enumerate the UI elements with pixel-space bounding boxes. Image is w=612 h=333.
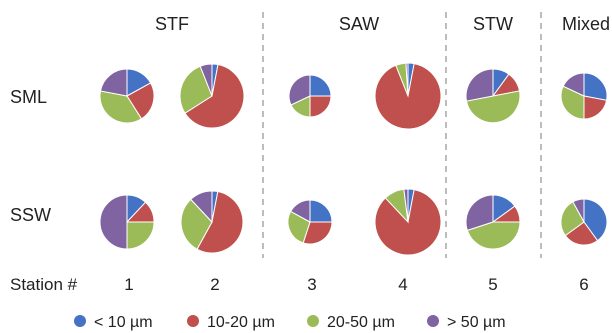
legend-label-10-20: 10-20 µm bbox=[207, 314, 275, 331]
pie-sml-station-5 bbox=[465, 68, 521, 124]
group-label-saw: SAW bbox=[339, 14, 379, 34]
pie-slice-10-20 bbox=[126, 82, 155, 120]
station-tick-label: 3 bbox=[307, 275, 316, 294]
legend: < 10 µm 10-20 µm 20-50 µm > 50 µm bbox=[74, 314, 506, 331]
pie-slice-20-50 bbox=[99, 90, 143, 124]
pie-slice-gt50 bbox=[199, 63, 213, 97]
pie-slice-gt50 bbox=[99, 194, 128, 250]
legend-swatch-20-50 bbox=[307, 315, 319, 327]
legend-swatch-lt10 bbox=[74, 315, 86, 327]
pie-ssw-station-3 bbox=[287, 199, 333, 245]
pie-slice-lt10 bbox=[583, 198, 608, 242]
pie-slice-10-20 bbox=[302, 221, 333, 245]
row-label-sml: SML bbox=[10, 87, 47, 107]
pie-slice-lt10 bbox=[583, 72, 608, 101]
pie-slice-gt50 bbox=[190, 190, 213, 224]
pie-slice-gt50 bbox=[99, 68, 128, 97]
pie-slice-lt10 bbox=[309, 199, 333, 223]
legend-label-lt10: < 10 µm bbox=[94, 314, 153, 331]
legend-swatch-10-20 bbox=[187, 315, 199, 327]
pie-slice-20-50 bbox=[179, 65, 213, 114]
pie-ssw-station-6 bbox=[560, 198, 608, 246]
row-label-ssw: SSW bbox=[10, 205, 51, 225]
pie-slice-20-50 bbox=[560, 85, 585, 120]
pie-ssw-station-2 bbox=[180, 190, 244, 254]
pie-ssw-station-4 bbox=[374, 188, 442, 256]
pie-slice-10-20 bbox=[564, 221, 599, 246]
pie-ssw-station-1 bbox=[99, 194, 155, 250]
pie-slice-10-20 bbox=[583, 95, 608, 120]
group-label-stw: STW bbox=[473, 14, 513, 34]
station-tick-label: 1 bbox=[124, 275, 133, 294]
pie-slice-20-50 bbox=[560, 201, 585, 237]
station-tick-label: 2 bbox=[210, 275, 219, 294]
pie-slice-gt50 bbox=[572, 198, 585, 223]
legend-label-gt50: > 50 µm bbox=[447, 314, 506, 331]
pie-sml-station-4 bbox=[374, 62, 442, 130]
pie-slice-10-20 bbox=[374, 62, 442, 130]
group-label-mixed: Mixed bbox=[562, 14, 610, 34]
pie-slice-gt50 bbox=[288, 74, 311, 106]
pie-sml-station-6 bbox=[560, 72, 608, 120]
pie-slice-gt50 bbox=[465, 68, 494, 102]
pie-slice-20-50 bbox=[466, 221, 521, 250]
pie-slice-gt50 bbox=[290, 199, 311, 223]
station-tick-label: 4 bbox=[398, 275, 407, 294]
station-axis-label: Station # bbox=[10, 275, 78, 294]
legend-label-20-50: 20-50 µm bbox=[327, 314, 395, 331]
pie-sml-station-1 bbox=[99, 68, 155, 124]
pie-slice-gt50 bbox=[403, 188, 409, 223]
pie-slice-gt50 bbox=[465, 194, 494, 231]
station-tick-label: 6 bbox=[579, 275, 588, 294]
group-label-stf: STF bbox=[155, 14, 189, 34]
pie-sml-station-3 bbox=[288, 74, 332, 118]
pie-slice-20-50 bbox=[180, 198, 213, 250]
pie-sml-station-2 bbox=[179, 63, 245, 129]
pie-slice-10-20 bbox=[196, 190, 244, 254]
pie-slice-10-20 bbox=[309, 95, 332, 118]
pie-slice-gt50 bbox=[562, 72, 585, 97]
pie-slice-lt10 bbox=[309, 74, 332, 97]
pies-layer bbox=[99, 62, 608, 256]
pie-slice-20-50 bbox=[126, 221, 155, 250]
pie-slice-gt50 bbox=[405, 62, 409, 97]
pie-slice-10-20 bbox=[184, 63, 245, 129]
pie-ssw-station-5 bbox=[465, 194, 521, 250]
station-tick-label: 5 bbox=[488, 275, 497, 294]
legend-swatch-gt50 bbox=[427, 315, 439, 327]
